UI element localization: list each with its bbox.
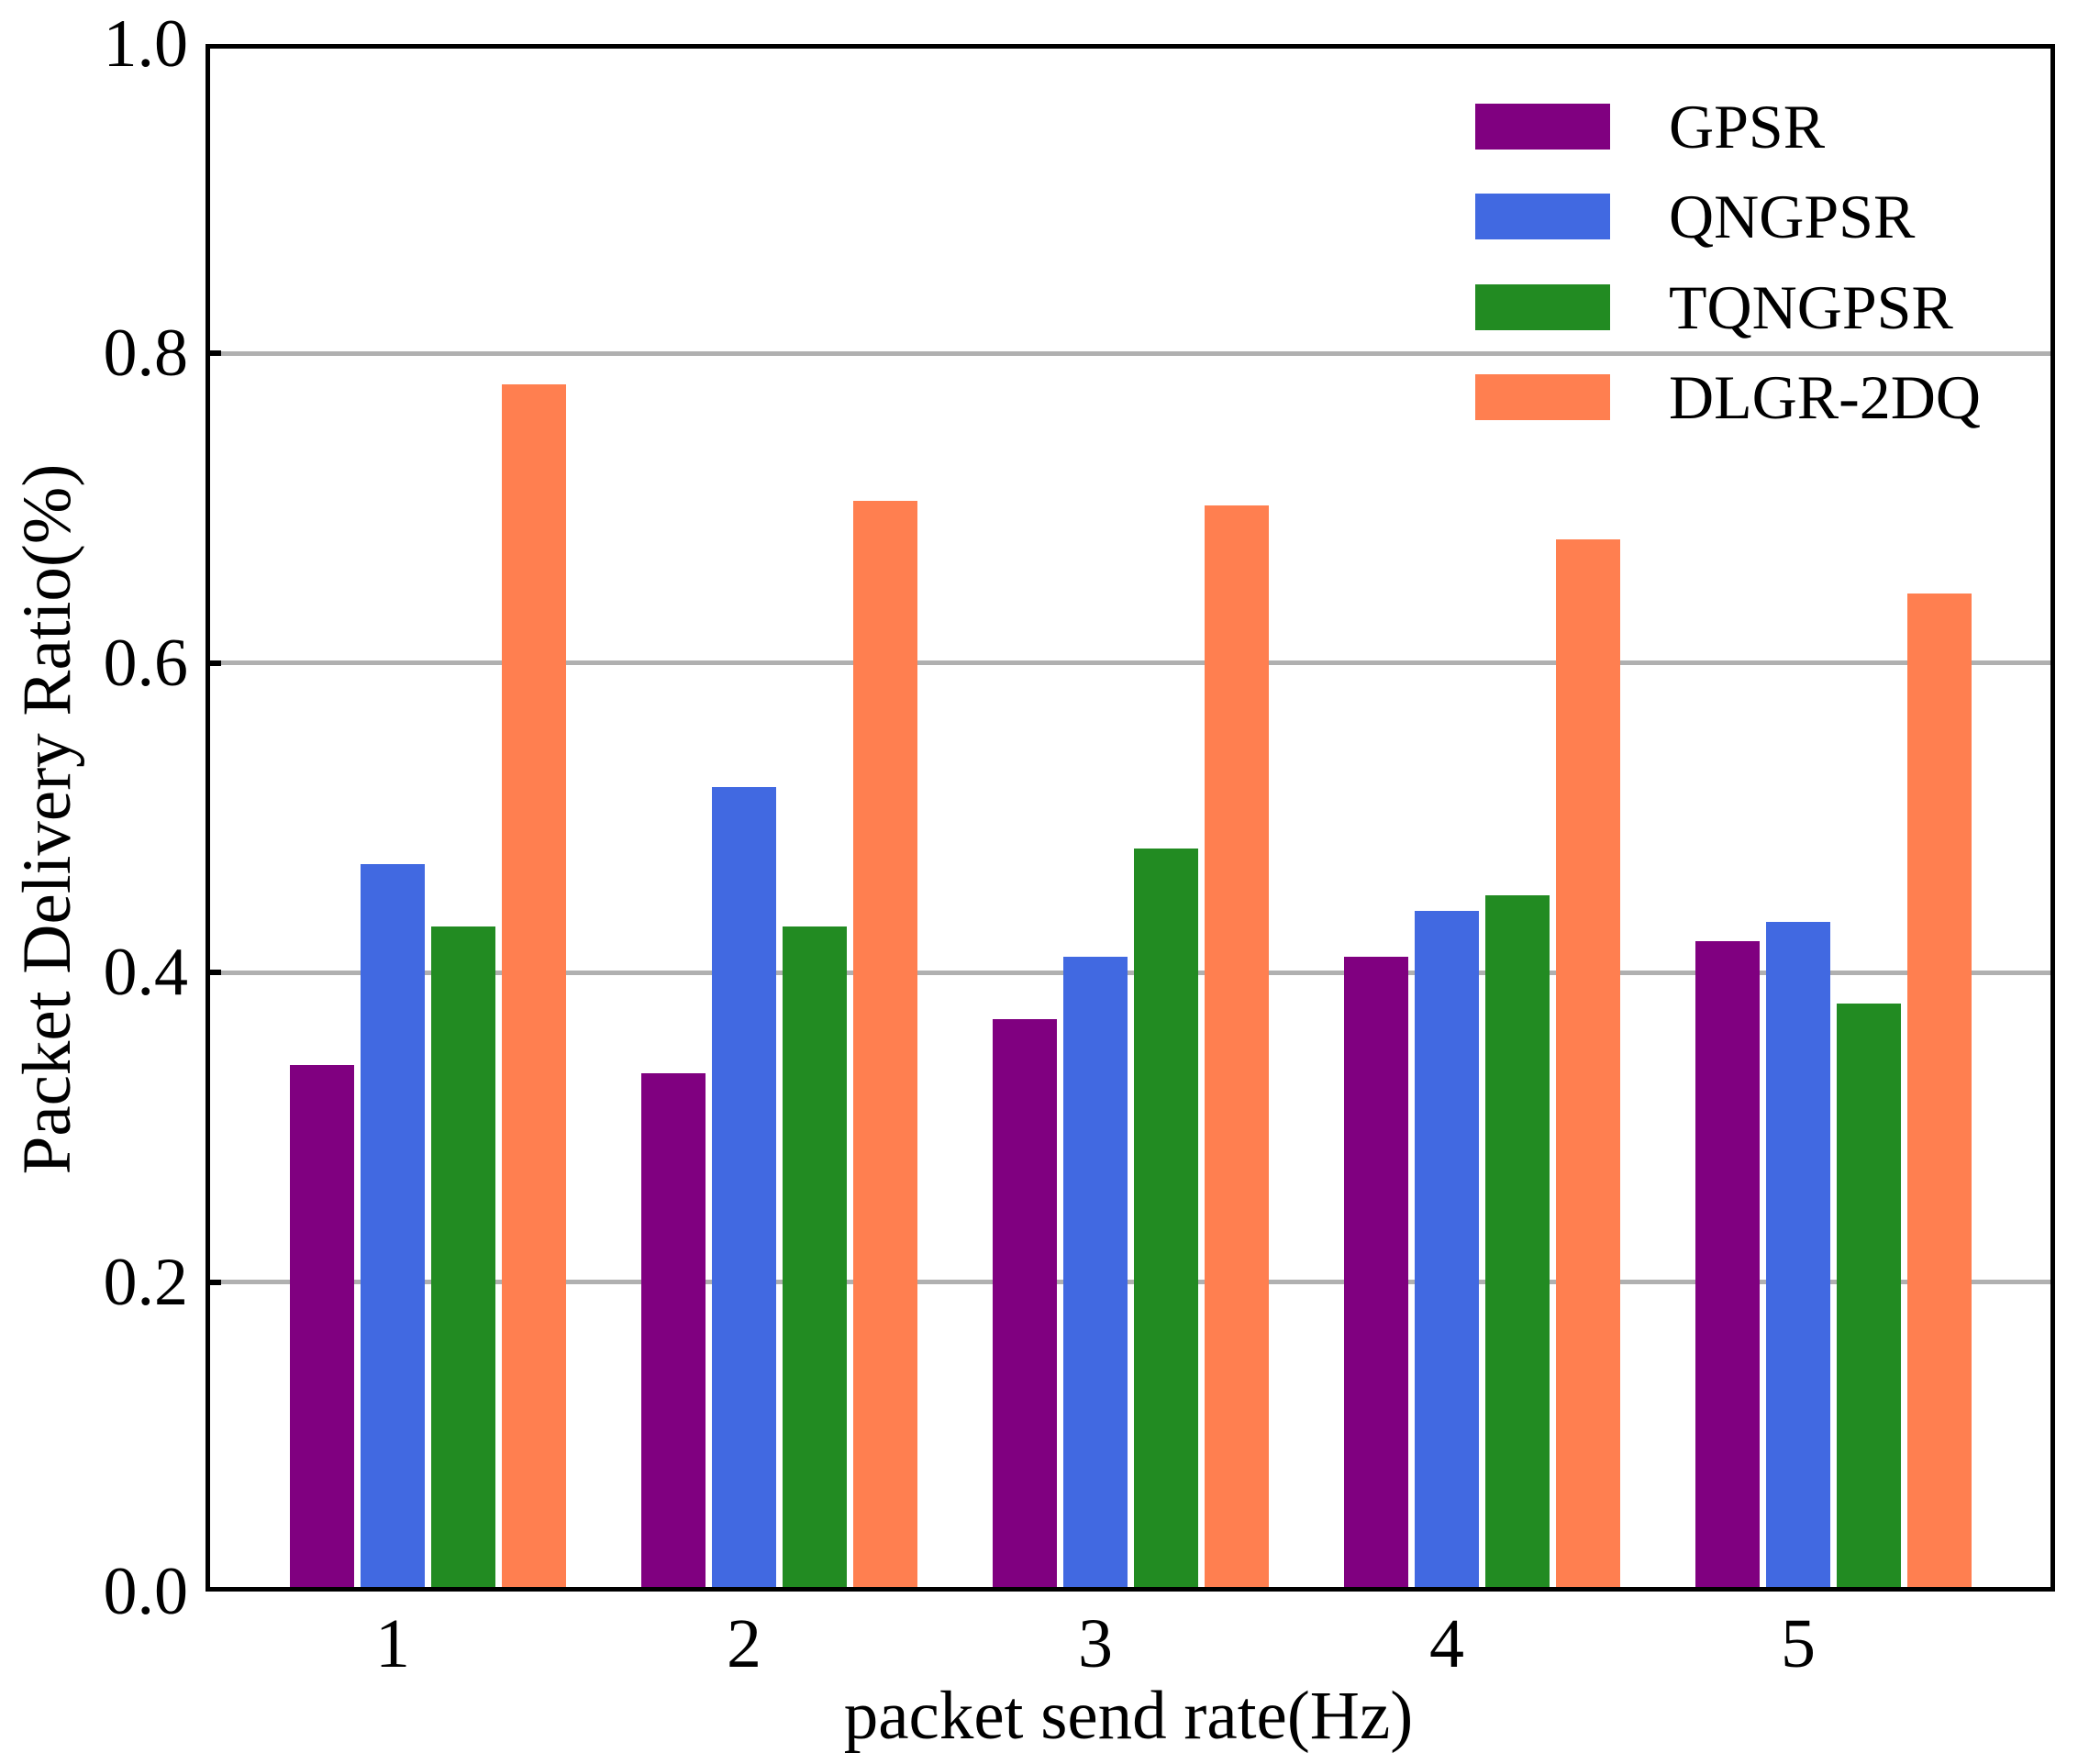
xtick-label-5: 5 (1781, 1605, 1816, 1682)
plot-area: GPSR QNGPSR TQNGPSR DLGR-2DQ (206, 44, 2055, 1592)
bar-tqngpsr-x2 (783, 926, 847, 1592)
bar-gpsr-x4 (1344, 957, 1408, 1592)
ytick-mark-0.8 (206, 350, 221, 357)
legend-row-gpsr: GPSR (1475, 95, 1825, 158)
legend-swatch-qngpsr (1475, 194, 1610, 240)
bar-tqngpsr-x3 (1134, 849, 1198, 1592)
legend-row-qngpsr: QNGPSR (1475, 185, 1915, 248)
ytick-label-0.2: 0.2 (103, 1244, 189, 1320)
ytick-mark-0.6 (206, 660, 221, 666)
ytick-mark-0.2 (206, 1279, 221, 1285)
xtick-label-4: 4 (1429, 1605, 1464, 1682)
bar-dlgr-2dq-x4 (1556, 538, 1620, 1592)
x-axis-title: packet send rate(Hz) (843, 1678, 1414, 1754)
gridline-y-0.2 (206, 1280, 2055, 1285)
bar-tqngpsr-x5 (1837, 1003, 1901, 1592)
legend-swatch-gpsr (1475, 104, 1610, 150)
ytick-label-0.0: 0.0 (103, 1554, 189, 1629)
bar-gpsr-x1 (290, 1065, 354, 1592)
bar-gpsr-x5 (1695, 941, 1760, 1592)
gridline-y-0.6 (206, 660, 2055, 666)
bar-dlgr-2dq-x5 (1907, 593, 1972, 1592)
legend-row-dlgr-2dq: DLGR-2DQ (1475, 366, 1981, 428)
xtick-label-2: 2 (727, 1605, 761, 1682)
bar-dlgr-2dq-x1 (502, 384, 566, 1592)
legend-swatch-dlgr-2dq (1475, 373, 1610, 420)
ytick-label-0.6: 0.6 (103, 625, 189, 701)
legend-row-tqngpsr: TQNGPSR (1475, 276, 1953, 338)
legend-swatch-tqngpsr (1475, 283, 1610, 330)
bar-qngpsr-x2 (712, 786, 776, 1592)
legend-label-gpsr: GPSR (1669, 92, 1826, 161)
bar-dlgr-2dq-x2 (853, 500, 917, 1592)
y-axis-title: Packet Delivery Ratio(%) (9, 463, 85, 1175)
xtick-label-1: 1 (375, 1605, 410, 1682)
bar-tqngpsr-x4 (1485, 894, 1550, 1592)
xtick-label-3: 3 (1078, 1605, 1113, 1682)
bar-gpsr-x3 (993, 1018, 1057, 1592)
legend-label-qngpsr: QNGPSR (1669, 182, 1916, 252)
bar-gpsr-x2 (641, 1072, 706, 1592)
bar-qngpsr-x3 (1063, 957, 1128, 1592)
bar-qngpsr-x5 (1766, 921, 1830, 1592)
legend-label-tqngpsr: TQNGPSR (1669, 272, 1953, 342)
bar-qngpsr-x4 (1415, 910, 1479, 1592)
ytick-mark-0.4 (206, 970, 221, 976)
gridline-y-0.8 (206, 350, 2055, 356)
bar-dlgr-2dq-x3 (1205, 505, 1269, 1592)
ytick-label-0.4: 0.4 (103, 935, 189, 1011)
bar-tqngpsr-x1 (431, 926, 495, 1592)
gridline-y-0.4 (206, 970, 2055, 975)
legend-label-dlgr-2dq: DLGR-2DQ (1669, 361, 1981, 432)
ytick-label-1.0: 1.0 (103, 6, 189, 82)
bar-qngpsr-x1 (361, 864, 425, 1592)
ytick-label-0.8: 0.8 (103, 316, 189, 392)
